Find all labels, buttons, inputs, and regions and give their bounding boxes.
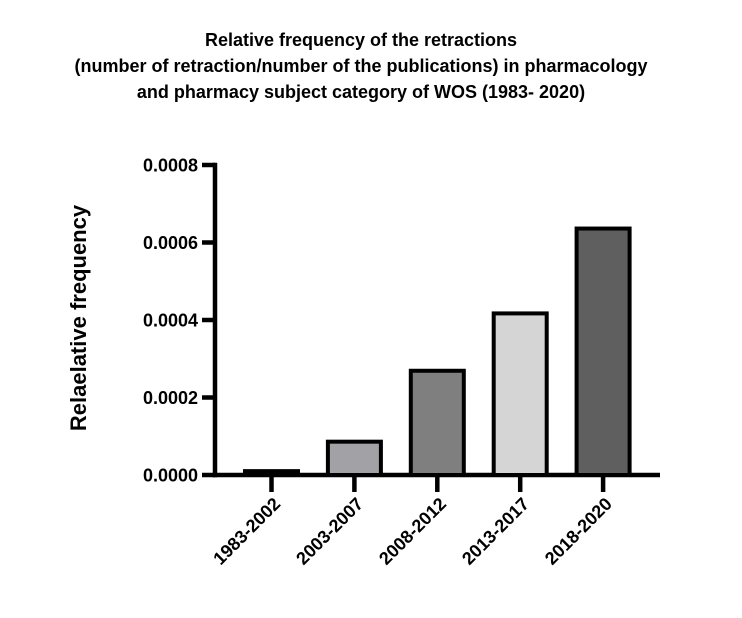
y-tick-label: 0.0006 [143, 233, 198, 253]
y-tick-label: 0.0000 [143, 466, 198, 486]
x-tick-label: 2013-2017 [458, 494, 533, 569]
chart-title-line-3: and pharmacy subject category of WOS (19… [136, 82, 586, 102]
x-tick-label: 2018-2020 [541, 494, 616, 569]
chart-title: Relative frequency of the retractions (n… [0, 27, 722, 105]
bar-2013-2017 [491, 311, 549, 477]
bar-2018-2020 [574, 226, 632, 477]
bar-1983-2002 [243, 469, 300, 477]
x-tick-label: 2003-2007 [292, 494, 367, 569]
x-tick-label: 1983-2002 [209, 494, 284, 569]
y-tick-label: 0.0004 [143, 311, 198, 331]
chart-title-line-1: Relative frequency of the retractions [204, 30, 518, 50]
y-tick-label: 0.0002 [143, 388, 198, 408]
bar-2003-2007 [325, 439, 383, 477]
bar-2008-2012 [408, 368, 466, 478]
y-tick-label: 0.0008 [143, 156, 198, 176]
chart-title-line-2: (number of retraction/number of the publ… [74, 56, 648, 76]
x-tick-label: 2008-2012 [375, 494, 450, 569]
